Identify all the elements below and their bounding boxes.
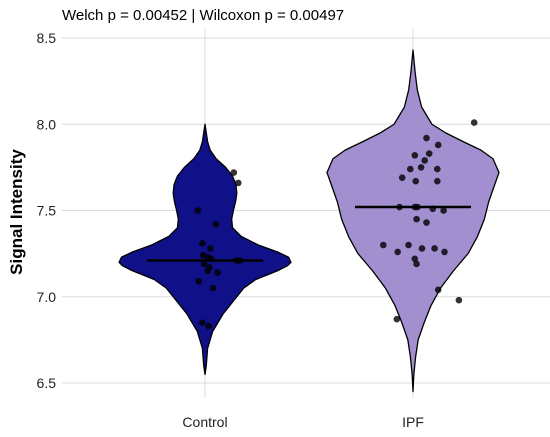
violin-ipf [326,49,500,393]
chart-title: Welch p = 0.00452 | Wilcoxon p = 0.00497 [62,7,344,24]
data-point [441,248,448,256]
data-point [199,239,206,247]
median-layer [147,205,471,262]
data-point [434,286,442,294]
data-point [405,241,412,249]
data-point [380,241,387,249]
data-point [421,157,429,164]
data-point [417,164,425,171]
axis-layer: 6.5 7.0 7.5 8.0 8.5 Control IPF [37,30,424,430]
y-tick-label: 8.5 [37,30,57,46]
data-point [431,245,438,252]
data-point [207,245,214,252]
violin-layer [118,49,500,393]
data-point [394,248,402,256]
data-point [212,221,220,228]
data-point [412,177,420,185]
data-point [235,179,242,187]
data-point [195,277,202,285]
data-point [423,219,430,226]
point-layer [194,119,478,330]
data-point [209,284,217,292]
data-point [398,174,406,182]
data-point [434,177,441,185]
data-point [411,255,419,263]
data-point [413,215,420,223]
y-tick-label: 6.5 [37,375,57,391]
data-point [411,152,419,159]
data-point [200,260,208,268]
data-point [423,134,430,142]
x-tick-label: IPF [402,414,424,430]
data-point [194,207,202,214]
data-point [214,269,221,276]
data-point [393,315,401,323]
data-point [434,165,441,173]
violin-control [118,123,292,376]
data-point [407,165,414,173]
data-point [199,319,206,326]
y-axis-label: Signal Intensity [7,149,26,275]
data-point [440,207,447,214]
data-point [434,141,442,149]
y-tick-label: 7.5 [37,203,57,219]
data-point [418,245,426,252]
data-point [230,169,238,176]
data-point [413,260,420,268]
data-point [205,322,212,330]
data-point [425,150,433,157]
data-point [204,267,211,275]
y-tick-label: 8.0 [37,116,57,132]
x-tick-label: Control [182,414,227,430]
y-tick-label: 7.0 [37,289,57,305]
data-point [470,119,478,126]
data-point [455,296,463,304]
